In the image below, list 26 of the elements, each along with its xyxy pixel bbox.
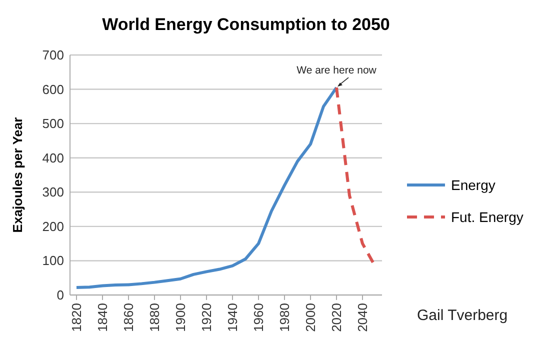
x-tick-label: 2000	[303, 303, 318, 332]
y-axis-title: Exajoules per Year	[10, 117, 25, 233]
y-tick-label: 300	[42, 184, 64, 200]
y-tick-label: 400	[42, 150, 64, 166]
x-tick-label: 1820	[69, 303, 84, 332]
y-tick-label: 600	[42, 82, 64, 97]
y-tick-label: 100	[42, 253, 64, 268]
y-tick-label: 0	[56, 288, 64, 302]
y-tick-label: 200	[42, 218, 64, 234]
x-tick-label: 1960	[251, 303, 266, 332]
x-tick-label: 2020	[329, 303, 344, 332]
text: Gail Tverberg	[417, 307, 508, 324]
legend-label: Fut. Energy	[451, 209, 524, 225]
x-tick-label: 1920	[199, 303, 214, 332]
x-tick-label: 1840	[95, 303, 110, 332]
x-tick-label: 1940	[225, 303, 240, 332]
x-tick-label: 2040	[355, 303, 370, 332]
x-tick-label: 1980	[277, 303, 292, 332]
chart-title: World Energy Consumption to 2050	[102, 15, 390, 34]
annotation: We are here now	[296, 64, 377, 77]
x-tick-label: 1900	[173, 303, 188, 332]
legend-label: Energy	[451, 177, 496, 193]
x-tick-label: 1880	[147, 303, 162, 332]
y-tick-label: 700	[42, 48, 64, 62]
x-tick-label: 1860	[121, 303, 136, 332]
y-tick-label: 500	[42, 116, 64, 132]
